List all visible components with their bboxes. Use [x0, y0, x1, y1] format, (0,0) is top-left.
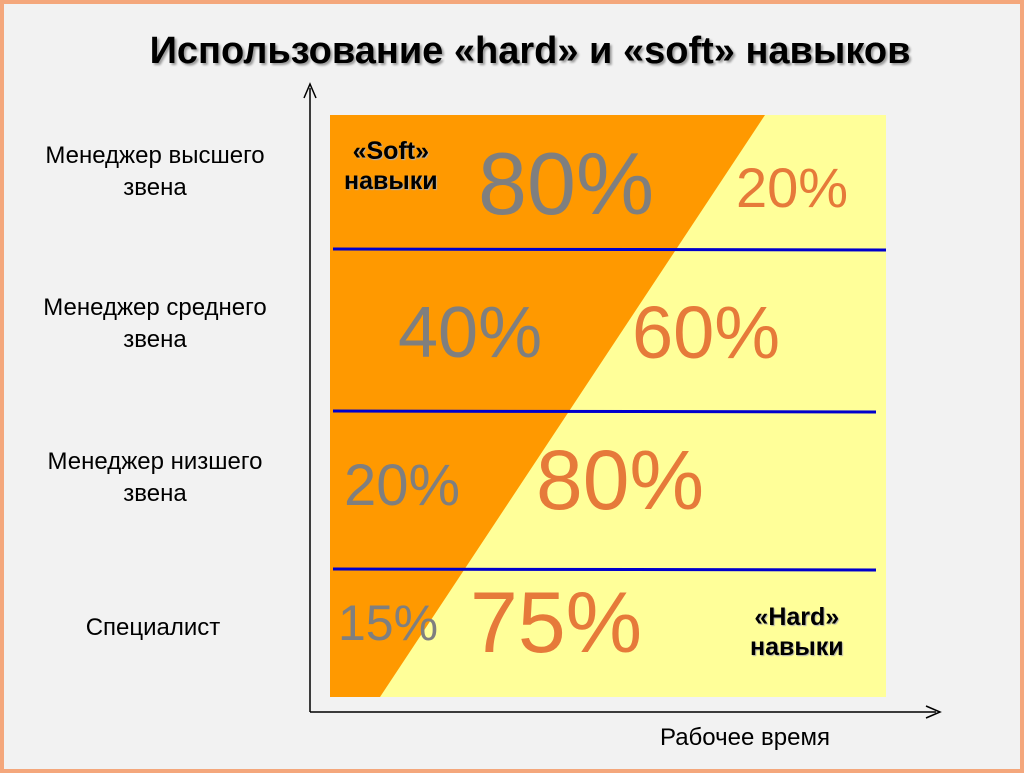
middle-manager-soft-percent: 40% [398, 293, 543, 373]
row-label-line: Менеджер среднего [43, 294, 267, 321]
specialist-hard-percent: 75% [470, 575, 643, 671]
specialist-soft-percent: 15% [338, 595, 439, 651]
hard-skills-label-line: навыки [750, 633, 844, 661]
middle-manager-hard-percent: 60% [632, 291, 781, 374]
hard-skills-label: «Hard» навыки [750, 602, 844, 662]
soft-skills-label-line: «Soft» [352, 137, 429, 165]
lower-manager-hard-percent: 80% [536, 433, 705, 527]
row-label-middle-manager: Менеджер среднего звена [0, 292, 310, 356]
row-label-top-manager: Менеджер высшего звена [0, 140, 310, 204]
diagram-title: Использование «hard» и «soft» навыков [149, 30, 911, 72]
top-manager-hard-percent: 20% [736, 156, 849, 219]
row-label-specialist: Специалист [0, 612, 306, 644]
soft-skills-area [330, 115, 765, 697]
row-label-line: звена [123, 174, 187, 201]
row-label-line: Менеджер высшего [45, 142, 265, 169]
top-manager-soft-percent: 80% [478, 134, 655, 233]
x-axis-label: Рабочее время [660, 724, 830, 751]
soft-skills-label-line: навыки [344, 167, 438, 195]
divider-line-2 [332, 409, 877, 414]
divider-line-3 [332, 567, 877, 572]
x-axis [310, 705, 942, 719]
y-axis [303, 82, 317, 712]
hard-skills-label-line: «Hard» [754, 603, 840, 631]
row-label-line: Менеджер низшего [47, 448, 263, 475]
lower-manager-soft-percent: 20% [344, 453, 461, 518]
row-label-line: звена [123, 480, 187, 507]
row-label-lower-manager: Менеджер низшего звена [0, 446, 310, 510]
divider-line-1 [332, 247, 887, 252]
row-label-line: звена [123, 326, 187, 353]
soft-skills-label: «Soft» навыки [344, 136, 438, 196]
row-label-line: Специалист [85, 614, 221, 641]
